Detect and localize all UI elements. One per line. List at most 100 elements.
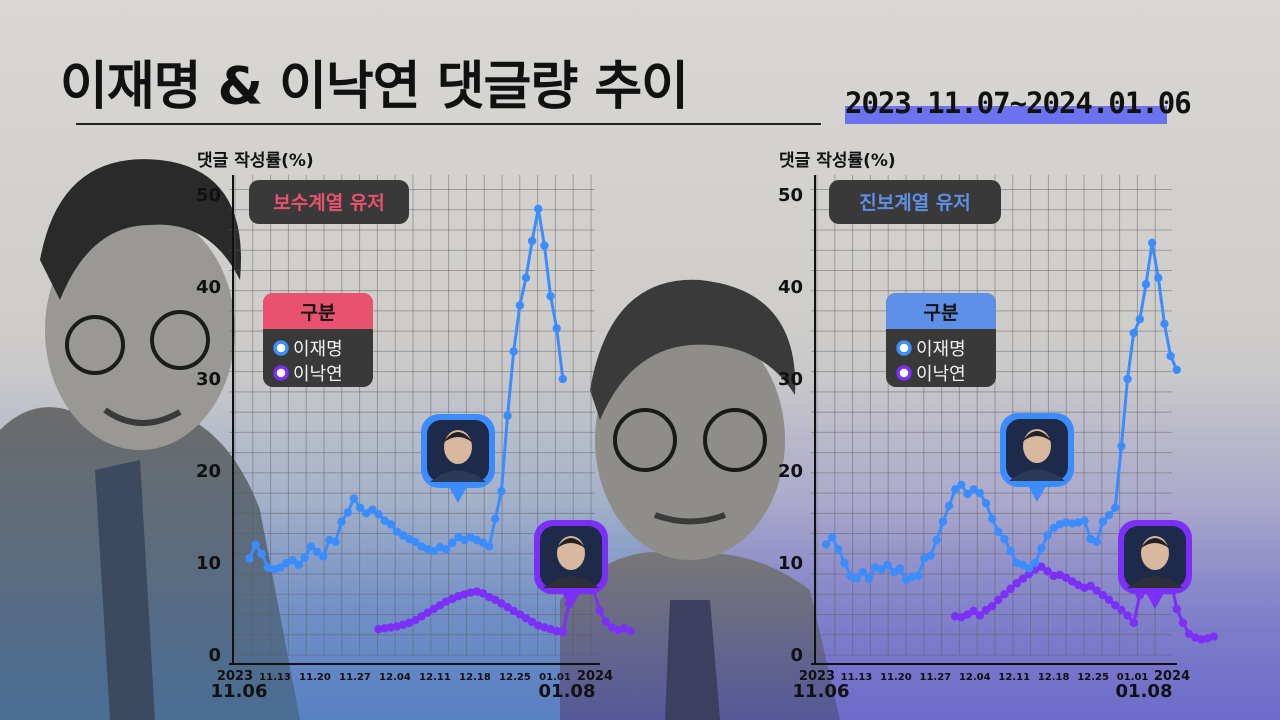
x-end-label: 01.08 <box>539 681 596 702</box>
data-point <box>840 558 849 568</box>
data-point <box>994 595 1003 604</box>
data-point <box>981 605 991 615</box>
data-point <box>380 624 389 633</box>
panel-label-badge <box>249 180 409 224</box>
y-tick-label: 0 <box>208 645 221 666</box>
data-point <box>343 508 353 517</box>
legend-item-label: 이낙연 <box>916 364 966 385</box>
data-point <box>288 556 297 565</box>
x-tick-label: 12.18 <box>459 672 491 683</box>
data-point <box>852 574 861 583</box>
x-tick-label: 11.20 <box>880 672 912 683</box>
portrait-right <box>560 279 840 720</box>
data-point <box>1043 567 1052 576</box>
data-point <box>1006 584 1015 593</box>
data-point <box>417 612 426 621</box>
data-point <box>257 549 266 558</box>
data-point <box>355 503 365 512</box>
data-point <box>276 563 285 572</box>
x-tick-label: 2024 <box>577 669 613 684</box>
series-lee-jae-myung <box>245 204 568 574</box>
data-point <box>441 545 451 554</box>
legend-marker <box>896 365 912 381</box>
data-point <box>503 411 512 420</box>
x-tick-label: 12.11 <box>998 672 1030 683</box>
data-point <box>552 626 561 636</box>
x-tick-label: 2024 <box>1154 669 1190 684</box>
data-point <box>1012 579 1021 588</box>
data-point <box>245 554 254 563</box>
x-tick-label: 12.04 <box>379 672 411 683</box>
x-tick-label: 2023 <box>217 669 253 684</box>
data-point <box>975 611 985 620</box>
x-tick-label: 11.27 <box>339 672 371 683</box>
data-point <box>969 606 978 616</box>
data-point <box>1172 604 1181 614</box>
data-point <box>1197 635 1206 644</box>
avatar-lee-nak-yon <box>1118 520 1192 609</box>
x-start-label: 11.06 <box>793 681 850 702</box>
data-point <box>883 560 892 570</box>
data-point <box>294 560 303 570</box>
y-tick-label: 40 <box>196 277 221 298</box>
grid <box>811 175 1172 656</box>
data-point <box>251 540 260 549</box>
data-point <box>907 572 917 581</box>
data-point <box>1209 632 1218 641</box>
x-tick-label: 01.01 <box>539 672 571 683</box>
x-tick-label: 12.18 <box>1038 672 1070 683</box>
page-title: 이재명 & 이낙연 댓글량 추이 <box>60 57 689 117</box>
x-tick-label: 11.27 <box>920 672 952 683</box>
x-tick-label: 01.01 <box>1117 672 1149 683</box>
data-point <box>987 602 997 611</box>
data-point <box>478 538 488 547</box>
data-point <box>300 553 309 562</box>
data-point <box>466 588 475 597</box>
x-tick-label: 11.13 <box>841 672 873 683</box>
data-point <box>987 514 997 524</box>
data-point <box>306 542 316 551</box>
data-point <box>521 273 531 282</box>
y-tick-label: 10 <box>778 553 803 574</box>
data-point <box>558 627 568 637</box>
data-point <box>963 610 972 619</box>
legend-marker <box>896 340 912 356</box>
y-axis-label: 댓글 작성률(%) <box>779 151 896 171</box>
data-point <box>1147 238 1157 248</box>
legend-title: 구분 <box>301 302 336 324</box>
data-point <box>1043 531 1052 540</box>
data-point <box>1123 611 1132 620</box>
panel-label: 보수계열 유저 <box>273 192 385 214</box>
data-point <box>1098 517 1108 526</box>
y-tick-label: 20 <box>778 461 803 482</box>
data-point <box>429 604 439 614</box>
data-point <box>362 509 371 518</box>
data-point <box>1154 273 1163 282</box>
data-point <box>1117 441 1126 451</box>
data-point <box>938 517 948 526</box>
data-point <box>1111 601 1120 610</box>
data-point <box>1067 519 1077 528</box>
data-point <box>509 347 518 356</box>
data-point <box>601 617 611 627</box>
data-point <box>484 542 494 551</box>
title-underline <box>76 123 821 125</box>
panel-label: 진보계열 유저 <box>859 192 971 214</box>
data-point <box>435 601 445 610</box>
data-point <box>957 480 966 489</box>
data-point <box>374 625 383 634</box>
data-point <box>1086 581 1095 591</box>
data-point <box>1111 503 1120 512</box>
data-point <box>497 599 506 608</box>
data-point <box>558 374 568 384</box>
date-range-badge: 2023.11.07~2024.01.06 <box>845 86 1192 124</box>
data-point <box>1104 510 1114 520</box>
data-point <box>834 545 843 554</box>
avatar-lee-nak-yon <box>534 520 608 609</box>
x-tick-label: 12.11 <box>419 672 451 683</box>
data-point <box>951 485 960 494</box>
data-point <box>429 546 439 556</box>
data-point <box>515 610 525 619</box>
data-point <box>1018 560 1028 570</box>
